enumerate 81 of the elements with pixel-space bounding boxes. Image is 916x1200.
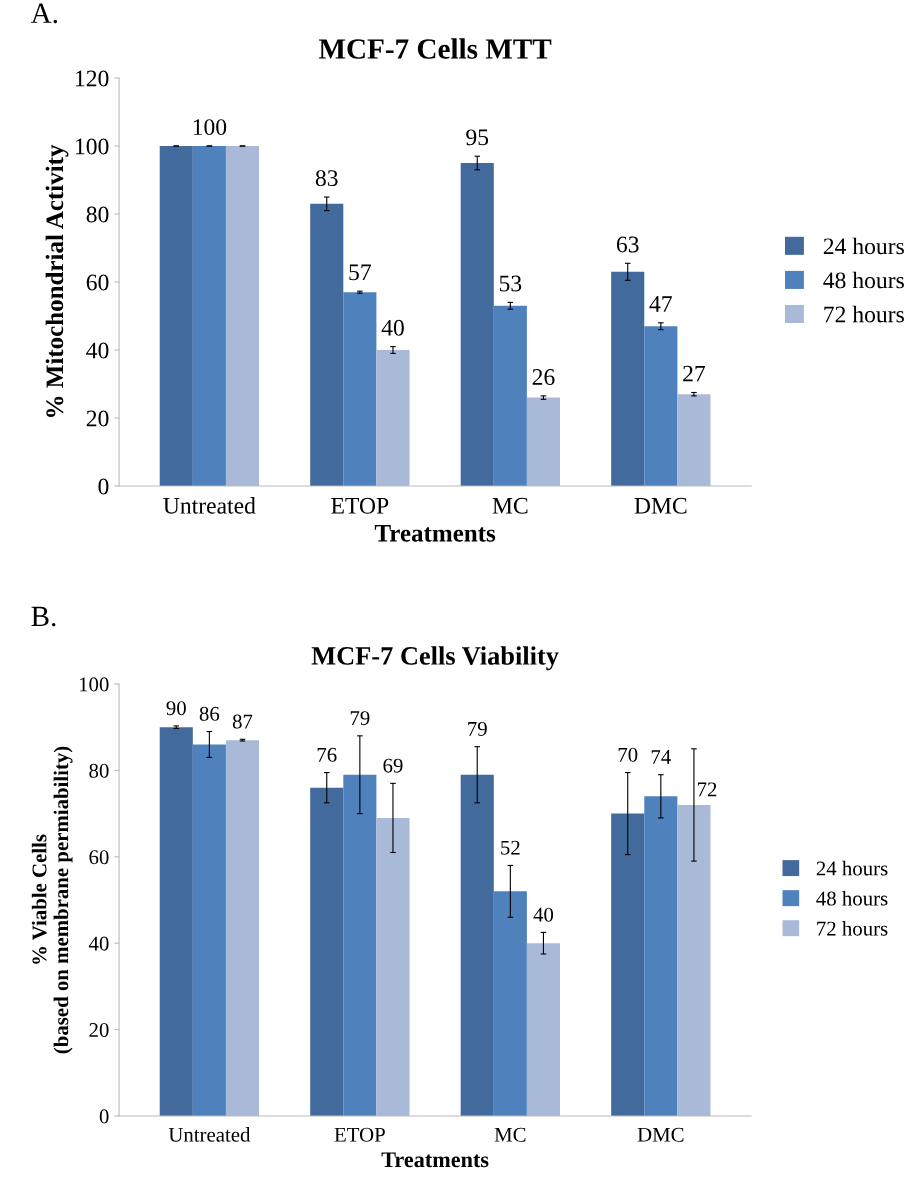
data-label: 74 bbox=[651, 750, 671, 764]
bar bbox=[343, 292, 377, 486]
x-tick-label: MC bbox=[492, 497, 528, 514]
y-tick-label: 120 bbox=[76, 70, 109, 87]
data-label: 27 bbox=[683, 365, 706, 382]
data-label: 63 bbox=[616, 236, 639, 253]
y-tick-label: 40 bbox=[86, 342, 109, 359]
y-tick-label: 60 bbox=[86, 274, 109, 291]
bar bbox=[493, 891, 527, 1116]
data-label: 26 bbox=[532, 369, 555, 385]
y-tick-label: 0 bbox=[98, 478, 109, 495]
y-tick-label: 20 bbox=[86, 410, 109, 427]
bar bbox=[343, 774, 377, 1116]
bar bbox=[159, 727, 193, 1116]
chart-title: MCF-7 Cells MTT bbox=[318, 38, 552, 59]
y-tick-label: 80 bbox=[89, 763, 109, 778]
text: B. bbox=[31, 606, 56, 627]
x-tick-label: Untreated bbox=[168, 1127, 251, 1142]
data-label: 83 bbox=[315, 170, 338, 187]
data-label: 72 bbox=[697, 782, 717, 797]
bar bbox=[192, 744, 226, 1116]
bar bbox=[611, 271, 645, 486]
data-label: 40 bbox=[381, 319, 404, 336]
bar bbox=[677, 804, 711, 1116]
data-label: 57 bbox=[349, 264, 371, 281]
bar bbox=[493, 305, 527, 486]
data-label: 70 bbox=[618, 747, 638, 762]
legend-label: 72 hours bbox=[817, 920, 888, 936]
bar bbox=[644, 326, 678, 486]
bar bbox=[644, 796, 678, 1116]
x-tick-label: ETOP bbox=[331, 497, 389, 514]
bar bbox=[460, 774, 494, 1116]
bar bbox=[677, 394, 711, 486]
legend-label: 48 hours bbox=[823, 271, 904, 289]
data-label: 79 bbox=[468, 721, 487, 736]
bar bbox=[159, 146, 193, 486]
y-tick-label: 80 bbox=[86, 206, 109, 223]
x-axis-title: Treatments bbox=[374, 525, 496, 542]
data-label: 95 bbox=[466, 129, 489, 146]
bar bbox=[526, 943, 560, 1116]
bar bbox=[611, 813, 645, 1116]
data-label: 69 bbox=[383, 758, 403, 773]
bar bbox=[225, 146, 260, 486]
y-tick-label: 100 bbox=[79, 677, 109, 692]
legend-label: 48 hours bbox=[816, 890, 888, 906]
y-tick-label: 20 bbox=[89, 1022, 109, 1038]
data-label: 87 bbox=[232, 714, 253, 729]
data-label: 76 bbox=[317, 747, 337, 762]
y-tick-label: 0 bbox=[99, 1109, 109, 1124]
x-tick-label: MC bbox=[494, 1127, 526, 1142]
bar bbox=[310, 787, 344, 1116]
data-label: 53 bbox=[499, 275, 522, 292]
data-label: 100 bbox=[193, 119, 227, 136]
legend-label: 24 hours bbox=[816, 860, 888, 876]
chart-title: MCF-7 Cells Viability bbox=[311, 646, 559, 671]
data-label: 79 bbox=[350, 711, 370, 726]
y-axis-title: % Viable Cells (based on membrane permiability) bbox=[31, 746, 73, 1054]
x-tick-label: Untreated bbox=[163, 497, 256, 514]
x-axis-title: Treatments bbox=[381, 1152, 489, 1168]
legend-label: 24 hours bbox=[823, 237, 904, 255]
bar bbox=[526, 397, 560, 486]
bar bbox=[460, 163, 494, 486]
x-tick-label: DMC bbox=[637, 1127, 684, 1142]
legend-label: 72 hours bbox=[824, 305, 904, 323]
bar bbox=[310, 203, 344, 486]
text: A. bbox=[30, 3, 58, 24]
x-tick-label: DMC bbox=[634, 497, 687, 514]
y-axis-title: % Mitochondrial Activity bbox=[45, 144, 69, 417]
bar bbox=[376, 817, 410, 1116]
y-tick-label: 40 bbox=[88, 936, 109, 951]
data-label: 47 bbox=[649, 296, 672, 312]
y-tick-label: 60 bbox=[89, 850, 109, 865]
bar bbox=[376, 350, 410, 486]
bar bbox=[225, 740, 260, 1116]
data-label: 52 bbox=[501, 840, 520, 855]
x-tick-label: ETOP bbox=[334, 1127, 385, 1142]
data-label: 40 bbox=[533, 907, 554, 922]
data-label: 90 bbox=[166, 701, 186, 716]
data-label: 86 bbox=[199, 706, 220, 721]
bar bbox=[192, 146, 226, 486]
y-tick-label: 100 bbox=[76, 138, 109, 155]
